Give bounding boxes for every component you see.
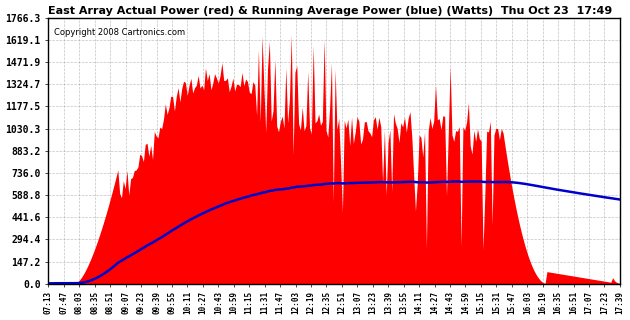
Text: East Array Actual Power (red) & Running Average Power (blue) (Watts)  Thu Oct 23: East Array Actual Power (red) & Running … xyxy=(49,5,613,16)
Text: Copyright 2008 Cartronics.com: Copyright 2008 Cartronics.com xyxy=(54,28,185,37)
